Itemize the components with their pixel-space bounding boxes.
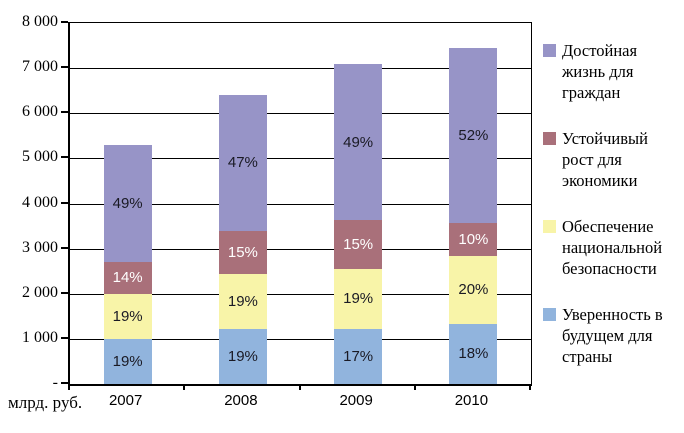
bar-segment-label: 15% (227, 243, 258, 261)
bar-segment-label: 49% (343, 133, 374, 151)
bar-segment-label: 19% (343, 290, 374, 308)
bar-segment-label: 17% (343, 348, 374, 366)
bar-segment-label: 10% (458, 231, 489, 248)
legend-label: Достойная жизнь для граждан (562, 41, 638, 102)
legend-label: Уверенность в будущем для страны (562, 305, 663, 366)
bar-segment: 49% (334, 63, 383, 221)
x-axis-category-labels: 2007 2008 2009 2010 (68, 392, 529, 409)
x-axis-category-label: 2010 (454, 392, 489, 409)
bar-segment: 19% (103, 293, 152, 339)
legend: Достойная жизнь для граждан Устойчивый р… (543, 40, 683, 392)
bar-segment: 47% (218, 95, 267, 231)
bar-segment-label: 15% (343, 235, 374, 253)
plot-area: 19% 19% 14% 49% 19% 19% 15% 47% 17% 19% 15% 49% 18% 2… (68, 22, 532, 386)
x-axis-category-label: 2007 (108, 392, 143, 409)
y-axis-tick-label: 2 000 (22, 283, 58, 301)
y-axis-unit-label: млрд. руб. (8, 393, 83, 412)
bar-segment-label: 49% (112, 195, 143, 213)
legend-item-natsionalnaya-bezopasnost: Обеспечение национальной безопасности (543, 216, 683, 279)
gridline (70, 113, 531, 115)
bar-2010: 18% 20% 10% 52% (416, 23, 531, 384)
legend-label: Устойчивый рост для экономики (562, 129, 648, 190)
bar-2007: 19% 19% 14% 49% (70, 23, 185, 384)
x-axis-tick (529, 385, 531, 390)
legend-item-uverennost-v-budushchem: Уверенность в будущем для страны (543, 304, 683, 367)
y-axis-tick (61, 111, 68, 114)
bar-segment-label: 19% (227, 347, 258, 365)
bar-segment-label: 14% (112, 269, 143, 287)
y-axis-tick-label: 6 000 (22, 103, 58, 121)
gridline (70, 68, 531, 70)
y-axis-tick-label: - (52, 374, 58, 391)
y-axis-tick-label: 7 000 (22, 58, 58, 76)
y-axis-tick (61, 21, 68, 23)
y-axis-tick (61, 382, 68, 384)
legend-label: Обеспечение национальной безопасности (562, 217, 663, 278)
bar-segment: 19% (218, 328, 267, 384)
x-axis-tick (68, 385, 70, 390)
y-axis-tick (61, 336, 68, 339)
y-axis-tick (61, 246, 68, 249)
bar-2009: 17% 19% 15% 49% (301, 23, 416, 384)
legend-item-ustoychivy-rost: Устойчивый рост для экономики (543, 128, 683, 191)
gridline (70, 293, 531, 295)
bar-segment-label: 47% (227, 154, 258, 172)
legend-swatch-purple (543, 44, 556, 57)
bar-segment: 14% (103, 262, 152, 294)
bar-segment: 15% (218, 230, 267, 274)
x-axis-tick (183, 385, 186, 390)
x-axis-tick (413, 385, 416, 390)
bar-segment: 10% (449, 222, 498, 257)
legend-swatch-yellow (543, 220, 556, 233)
bar-2008: 19% 19% 15% 47% (185, 23, 300, 384)
bar-segment: 52% (449, 47, 498, 223)
x-axis-category-label: 2009 (339, 392, 373, 409)
bar-segment: 20% (449, 256, 498, 324)
y-axis-tick (61, 156, 68, 159)
gridline (70, 158, 531, 160)
y-axis-tick-label: 3 000 (22, 238, 58, 256)
y-axis-tick (61, 291, 68, 294)
bar-segment-label: 19% (112, 352, 143, 370)
legend-swatch-blue (543, 308, 556, 321)
bar-segment-label: 19% (227, 292, 258, 310)
bar-segment: 15% (334, 220, 383, 269)
x-axis-category-label: 2008 (224, 392, 258, 409)
x-axis-tick (298, 385, 301, 390)
bar-segment: 49% (103, 144, 152, 263)
y-axis-tick-label: 8 000 (22, 13, 58, 30)
y-axis-tick-label: 1 000 (22, 328, 58, 346)
bar-segment: 17% (334, 329, 383, 384)
y-axis-tick (61, 201, 68, 204)
gridline (70, 248, 531, 250)
gridline (70, 338, 531, 340)
bar-segment-label: 52% (458, 126, 489, 144)
y-axis-tick-label: 4 000 (22, 193, 58, 211)
y-axis-tick (61, 66, 68, 69)
bar-segment-label: 20% (458, 281, 489, 299)
bar-segment-label: 19% (112, 307, 143, 325)
legend-swatch-red (543, 132, 556, 145)
bar-segment: 18% (449, 323, 498, 384)
bar-segment: 19% (334, 268, 383, 330)
bar-segment: 19% (103, 338, 152, 384)
y-axis-tick-label: 5 000 (22, 148, 58, 166)
bar-segment-label: 18% (458, 345, 489, 363)
legend-item-dostoynaya-zhizn: Достойная жизнь для граждан (543, 40, 683, 103)
gridline (70, 203, 531, 205)
bar-segment: 19% (218, 273, 267, 329)
bars-container: 19% 19% 14% 49% 19% 19% 15% 47% 17% 19% 15% 49% 18% 2… (70, 23, 531, 384)
